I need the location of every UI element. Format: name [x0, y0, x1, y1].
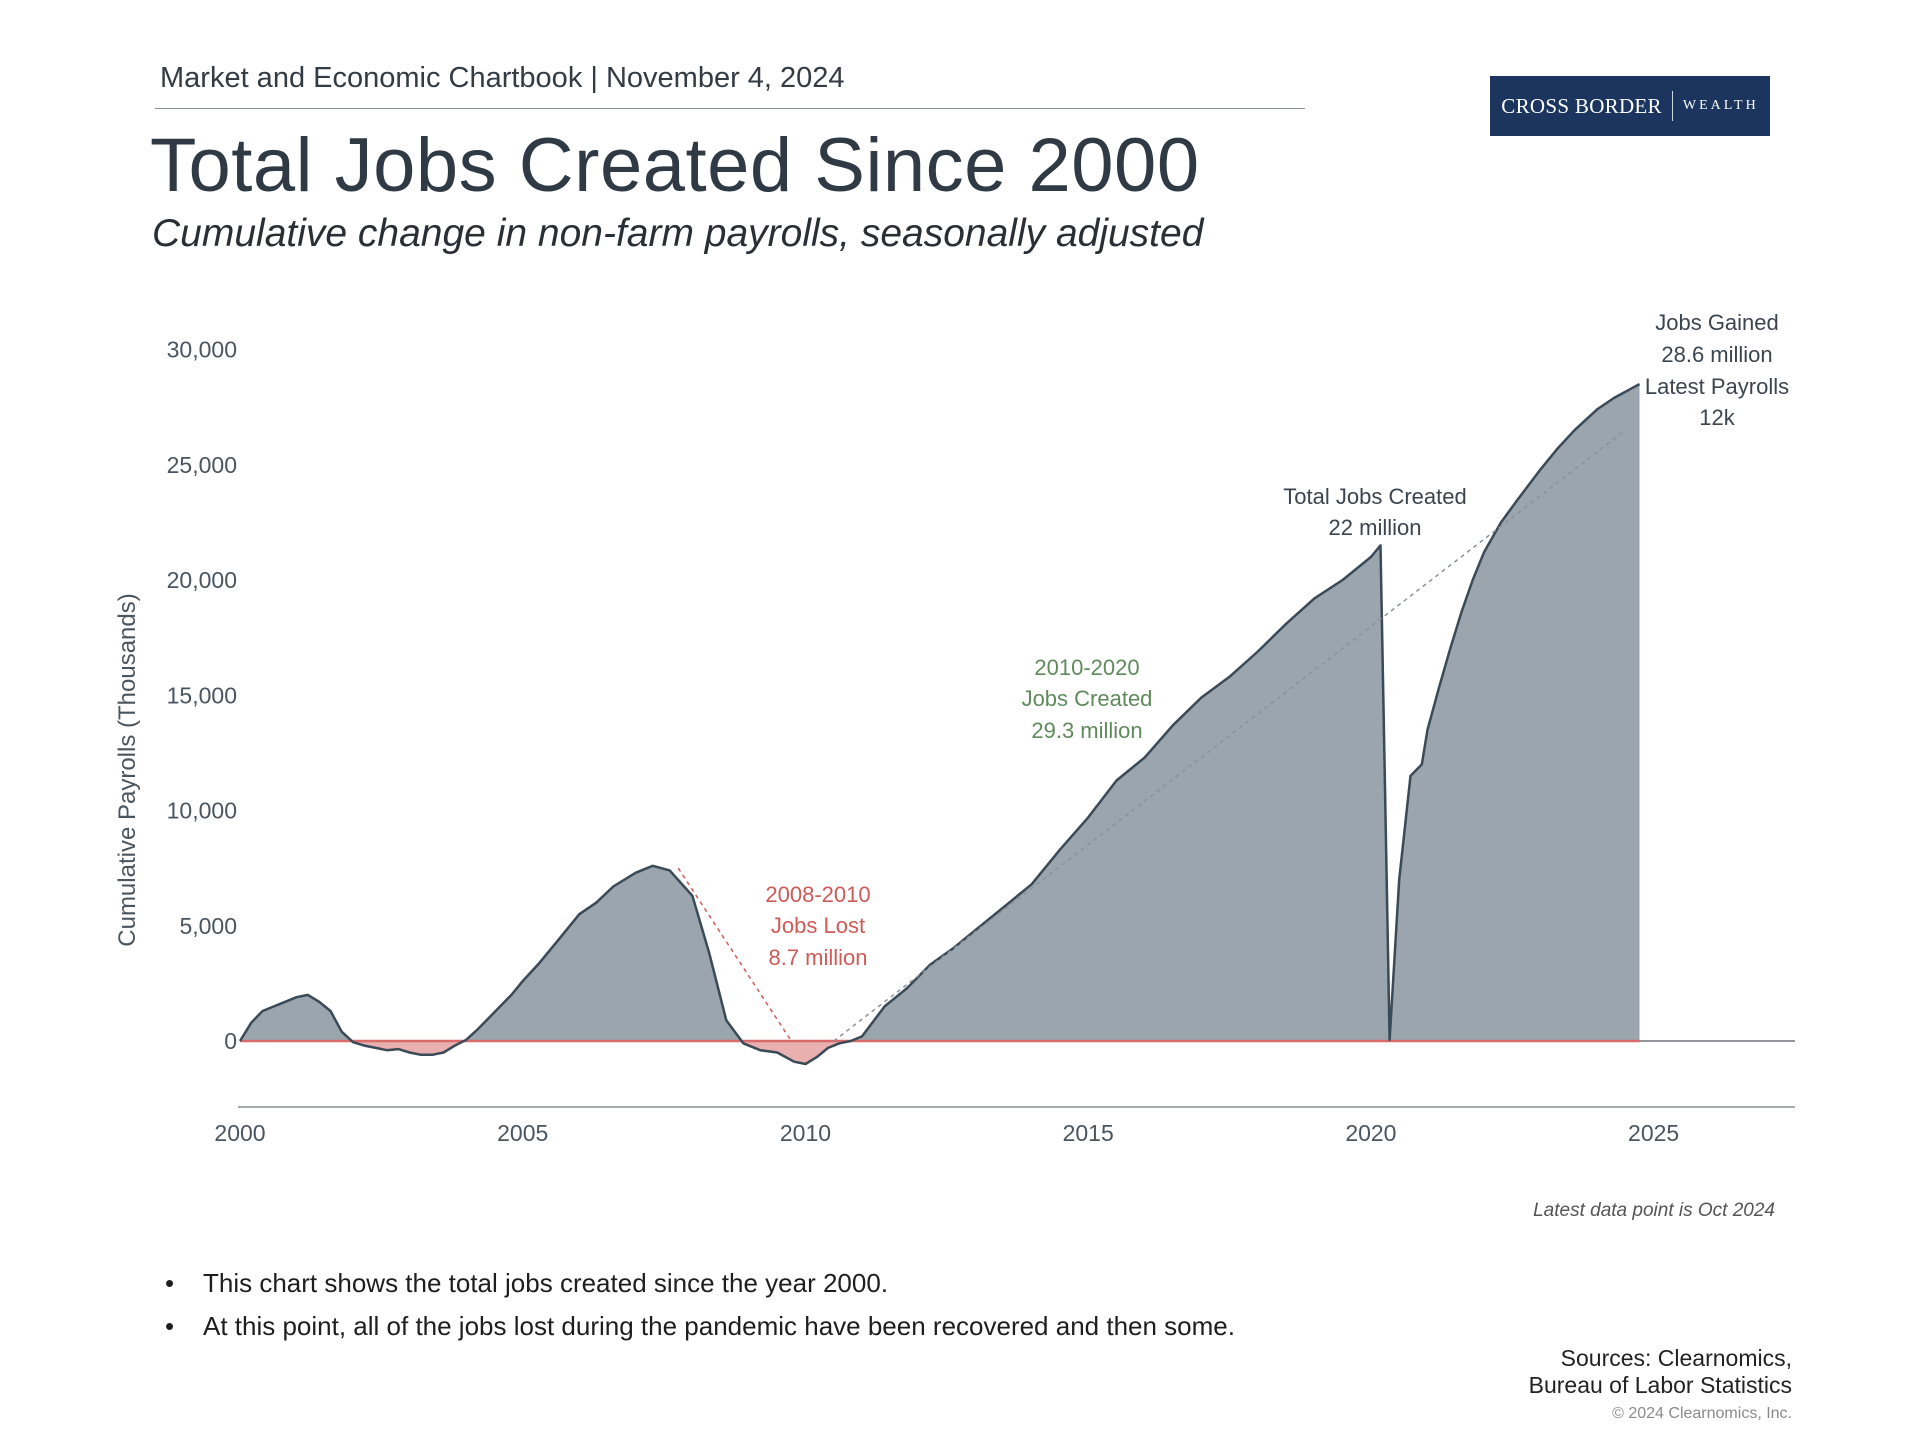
- annotation-text: 29.3 million: [1031, 718, 1142, 743]
- x-tick-label: 2010: [780, 1120, 831, 1146]
- expansion-trend-line: [833, 429, 1626, 1042]
- y-tick-label: 15,000: [167, 682, 237, 708]
- annotation-text: 8.7 million: [768, 945, 867, 970]
- annotation-text: 2008-2010: [765, 882, 870, 907]
- sources: Sources: Clearnomics, Bureau of Labor St…: [1529, 1345, 1792, 1399]
- logo-divider: [1671, 91, 1673, 121]
- annotation-text: Jobs Created: [1022, 686, 1153, 711]
- recession-trend-line: [677, 867, 792, 1042]
- payrolls-line: [238, 383, 1641, 1066]
- x-tick-label: 2025: [1628, 1120, 1679, 1146]
- page-title: Total Jobs Created Since 2000: [150, 123, 1200, 208]
- sources-line-2: Bureau of Labor Statistics: [1528, 1372, 1792, 1398]
- y-tick-label: 20,000: [167, 567, 237, 593]
- annotation-text: Total Jobs Created: [1283, 484, 1466, 509]
- annotation-text: 28.6 million: [1661, 342, 1772, 367]
- copyright: © 2024 Clearnomics, Inc.: [1612, 1405, 1792, 1422]
- y-tick-label: 30,000: [167, 337, 237, 363]
- x-tick-label: 2005: [497, 1120, 548, 1146]
- annotation-layer: 2008-2010 Jobs Lost 8.7 million 2010-2020 Jo…: [677, 310, 1789, 1042]
- logo-sub-text: WEALTH: [1682, 98, 1759, 113]
- bullet-item: At this point, all of the jobs lost duri…: [165, 1311, 1235, 1342]
- area-layer: [238, 383, 1795, 1066]
- y-axis-label: Cumulative Payrolls (Thousands): [114, 593, 141, 946]
- x-tick-label: 2000: [214, 1120, 265, 1146]
- bullet-item: This chart shows the total jobs created …: [165, 1268, 1235, 1299]
- y-tick-label: 5,000: [179, 913, 237, 939]
- y-tick-label: 10,000: [167, 798, 237, 824]
- page-subtitle: Cumulative change in non-farm payrolls, …: [152, 212, 1204, 255]
- bullet-list: This chart shows the total jobs created …: [165, 1268, 1235, 1354]
- latest-data-note: Latest data point is Oct 2024: [1533, 1200, 1775, 1221]
- x-tick-label: 2020: [1345, 1120, 1396, 1146]
- y-tick-label: 25,000: [167, 452, 237, 478]
- axis-layer: 0 5,000 10,000 15,000 20,000 25,000 30,000 2000…: [167, 337, 1795, 1146]
- logo-main-text: CROSS BORDER: [1501, 93, 1662, 118]
- chartbook-header: Market and Economic Chartbook | November…: [160, 62, 845, 94]
- annotation-text: 12k: [1699, 405, 1735, 430]
- annotation-text: Latest Payrolls: [1645, 374, 1789, 399]
- annotation-text: 2010-2020: [1034, 655, 1139, 680]
- sources-line-1: Sources: Clearnomics,: [1560, 1345, 1792, 1371]
- positive-area: [463, 865, 742, 1041]
- annotation-text: Jobs Gained: [1655, 310, 1779, 335]
- header-rule: [155, 108, 1305, 109]
- x-tick-label: 2015: [1063, 1120, 1114, 1146]
- y-tick-label: 0: [224, 1028, 237, 1054]
- cross-border-wealth-logo: CROSS BORDER WEALTH: [1490, 76, 1770, 136]
- annotation-text: 22 million: [1329, 515, 1422, 540]
- negative-area: [741, 1041, 862, 1064]
- annotation-text: Jobs Lost: [771, 913, 865, 938]
- negative-area: [351, 1041, 464, 1055]
- positive-area: [850, 384, 1640, 1042]
